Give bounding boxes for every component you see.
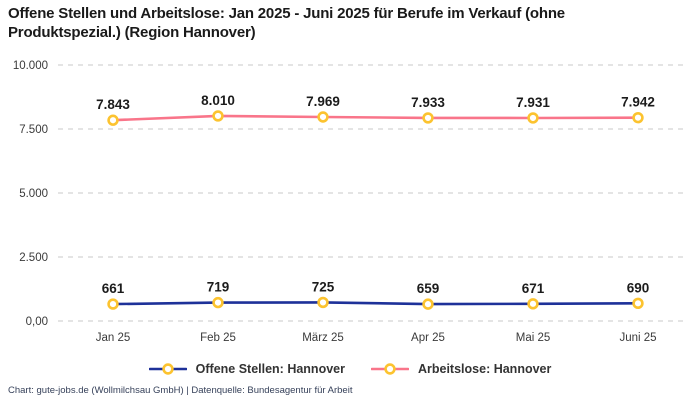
data-label: 7.942 (621, 95, 655, 110)
legend-swatch-line-marker-icon (148, 363, 187, 375)
series-line (111, 114, 640, 122)
legend: Offene Stellen: Hannover Arbeitslose: Han… (0, 362, 700, 376)
data-point-marker[interactable] (527, 112, 539, 124)
x-tick-label: Juni 25 (619, 332, 656, 344)
data-point-marker[interactable] (212, 110, 224, 122)
data-label: 671 (522, 281, 545, 296)
data-label: 8.010 (201, 93, 235, 108)
y-tick-label: 7.500 (19, 124, 48, 136)
data-label: 7.933 (411, 95, 445, 110)
data-label: 659 (417, 281, 440, 296)
x-tick-label: Feb 25 (200, 332, 236, 344)
y-tick-label: 2.500 (19, 252, 48, 264)
data-label: 690 (627, 280, 650, 295)
x-tick-label: Mai 25 (516, 332, 551, 344)
legend-swatch-line-marker-icon (370, 363, 409, 375)
data-point-marker[interactable] (632, 111, 644, 124)
data-label: 7.843 (96, 97, 130, 112)
data-point-marker[interactable] (107, 114, 119, 126)
y-tick-label: 0,00 (26, 316, 48, 328)
data-label: 7.931 (516, 95, 550, 110)
legend-item[interactable]: Arbeitslose: Hannover (370, 362, 552, 376)
data-point-marker[interactable] (527, 298, 539, 310)
legend-item[interactable]: Offene Stellen: Hannover (148, 362, 345, 376)
data-label: 661 (102, 281, 125, 296)
data-label: 725 (312, 279, 335, 294)
data-point-marker[interactable] (317, 296, 329, 309)
chart-source: Chart: gute-jobs.de (Wollmilchsau GmbH) … (8, 385, 353, 396)
data-label: 719 (207, 280, 230, 295)
data-point-marker[interactable] (107, 298, 119, 310)
series-line (111, 301, 640, 306)
chart-title: Offene Stellen und Arbeitslose: Jan 2025… (8, 5, 565, 41)
data-point-marker[interactable] (632, 297, 644, 310)
data-point-marker[interactable] (422, 298, 434, 310)
data-label: 7.969 (306, 94, 340, 109)
x-tick-label: März 25 (302, 332, 344, 344)
y-tick-label: 5.000 (19, 188, 48, 200)
y-tick-label: 10.000 (13, 60, 48, 72)
legend-label: Arbeitslose: Hannover (417, 362, 552, 376)
data-point-marker[interactable] (317, 111, 329, 123)
data-point-marker[interactable] (212, 296, 224, 309)
x-tick-label: Apr 25 (411, 332, 445, 344)
line-chart: 0,00 2.500 5.000 7.500 10.000 Jan 25 Feb 25 Mär… (13, 60, 688, 344)
x-tick-label: Jan 25 (96, 332, 131, 344)
data-point-marker[interactable] (422, 112, 434, 124)
legend-label: Offene Stellen: Hannover (195, 362, 345, 376)
